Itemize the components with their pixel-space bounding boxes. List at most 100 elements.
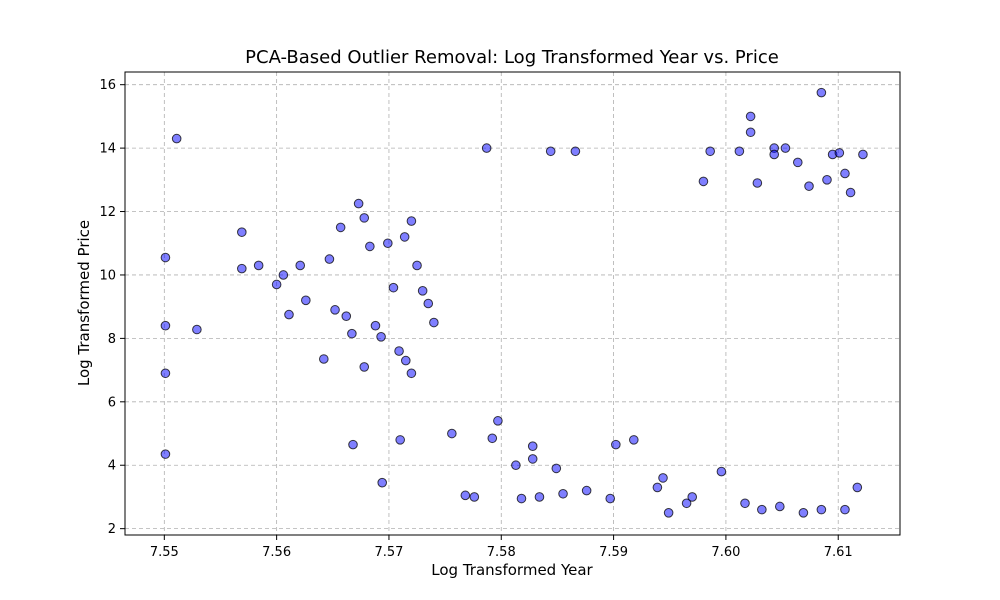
x-tick-label: 7.60 xyxy=(711,545,740,560)
data-point xyxy=(740,498,750,509)
x-tick-label: 7.57 xyxy=(374,545,403,560)
data-point xyxy=(752,178,763,188)
data-point xyxy=(295,260,306,271)
data-point xyxy=(822,175,832,185)
data-point xyxy=(365,241,375,252)
data-point xyxy=(335,222,346,233)
data-point xyxy=(330,305,340,315)
data-point xyxy=(798,508,809,518)
y-axis-label: Log Transformed Price xyxy=(75,220,93,386)
data-point xyxy=(406,368,417,379)
data-point xyxy=(757,504,767,515)
data-point xyxy=(412,260,422,271)
data-point xyxy=(652,482,663,493)
data-point xyxy=(780,143,791,153)
y-tick-label: 4 xyxy=(108,459,116,474)
y-tick-label: 14 xyxy=(99,142,116,157)
y-tick-label: 6 xyxy=(108,395,116,410)
data-point xyxy=(716,466,727,477)
x-tick-label: 7.61 xyxy=(824,545,853,560)
data-point xyxy=(192,324,202,335)
data-point xyxy=(160,320,171,331)
data-point xyxy=(534,492,545,502)
data-point xyxy=(370,320,381,331)
data-point xyxy=(423,298,434,309)
data-point xyxy=(376,331,386,342)
data-point xyxy=(460,490,471,501)
data-point xyxy=(324,254,335,264)
data-point xyxy=(160,368,171,379)
data-point xyxy=(527,441,538,452)
data-point xyxy=(417,286,428,296)
data-point xyxy=(687,492,698,502)
x-tick-label: 7.55 xyxy=(150,545,179,560)
data-point xyxy=(359,213,370,223)
data-point xyxy=(406,216,417,226)
data-point xyxy=(792,157,803,168)
data-point xyxy=(527,454,538,464)
data-point xyxy=(511,460,521,471)
data-point xyxy=(734,146,745,157)
data-point xyxy=(852,482,863,493)
plot-frame xyxy=(124,71,901,536)
data-point xyxy=(271,279,282,290)
data-point xyxy=(840,504,850,515)
data-point xyxy=(481,143,492,153)
data-point xyxy=(160,252,171,263)
data-point xyxy=(400,355,411,366)
data-point xyxy=(383,238,393,249)
data-point xyxy=(834,148,845,158)
data-point xyxy=(629,435,639,445)
data-point xyxy=(301,295,311,306)
data-point xyxy=(681,498,692,509)
y-tick-label: 8 xyxy=(108,332,116,347)
data-point xyxy=(447,428,457,439)
data-point xyxy=(840,168,850,179)
data-point xyxy=(284,309,294,320)
data-point xyxy=(551,463,562,474)
data-point xyxy=(545,146,556,157)
data-point xyxy=(348,439,358,450)
data-point xyxy=(570,146,581,157)
data-point xyxy=(341,311,352,321)
data-point xyxy=(769,149,780,160)
data-point xyxy=(698,176,709,187)
data-point xyxy=(319,354,329,364)
data-point xyxy=(388,282,399,293)
data-point xyxy=(745,127,756,138)
data-point xyxy=(516,493,527,504)
data-point xyxy=(395,435,405,445)
y-tick-label: 10 xyxy=(99,268,116,283)
data-point xyxy=(237,227,247,237)
data-point xyxy=(394,346,404,356)
data-point xyxy=(858,149,868,160)
data-point xyxy=(493,416,503,426)
data-point xyxy=(816,87,827,98)
y-tick-label: 16 xyxy=(99,78,116,93)
y-tick-label: 12 xyxy=(99,205,116,220)
data-point xyxy=(804,181,814,191)
data-point xyxy=(663,508,674,518)
data-point xyxy=(359,362,370,372)
data-point xyxy=(658,473,668,483)
data-point xyxy=(429,317,439,328)
data-point xyxy=(399,232,410,242)
chart-title: PCA-Based Outlier Removal: Log Transform… xyxy=(245,47,779,68)
data-point xyxy=(278,270,289,280)
data-point xyxy=(611,439,621,450)
data-point xyxy=(237,263,247,274)
x-axis-label: Log Transformed Year xyxy=(431,561,593,579)
data-point xyxy=(171,133,182,144)
data-point xyxy=(775,501,785,512)
axis-ticks: 7.55 7.56 7.57 7.58 7.59 7.60 7.61 2 4 6 8 10 12 14 16 xyxy=(99,78,852,560)
data-point xyxy=(487,433,498,444)
data-point xyxy=(253,260,264,271)
data-point xyxy=(469,492,480,502)
data-points xyxy=(160,87,868,518)
data-point xyxy=(558,488,568,499)
data-point xyxy=(745,111,756,122)
data-point xyxy=(353,198,364,209)
